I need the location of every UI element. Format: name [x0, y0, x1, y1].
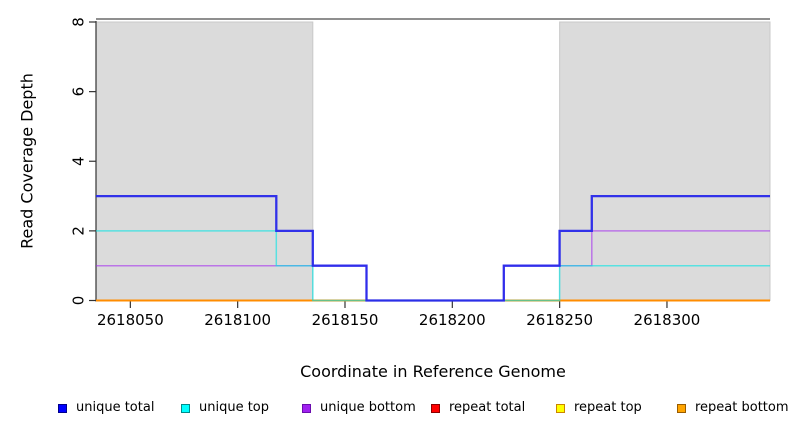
y-tick-label: 0 — [70, 296, 88, 306]
legend-label: repeat bottom — [695, 400, 789, 415]
legend-label: repeat top — [574, 400, 642, 415]
x-tick-label: 2618200 — [419, 311, 486, 329]
y-tick-label: 6 — [70, 87, 88, 97]
x-tick-label: 2618250 — [526, 311, 593, 329]
legend-item-repeat-bottom: repeat bottom — [677, 398, 789, 418]
shaded-region — [95, 21, 314, 301]
x-tick-label: 2618300 — [634, 311, 701, 329]
x-axis-label: Coordinate in Reference Genome — [300, 362, 566, 381]
chart-legend: unique total unique top unique bottom repea… — [0, 398, 792, 422]
legend-item-unique-total: unique total — [58, 398, 154, 418]
legend-item-unique-bottom: unique bottom — [302, 398, 416, 418]
legend-swatch-icon — [556, 403, 565, 413]
shaded-region — [559, 21, 771, 301]
x-tick-label: 2618150 — [312, 311, 379, 329]
legend-swatch-icon — [677, 403, 686, 413]
legend-swatch-icon — [58, 403, 67, 413]
legend-item-repeat-total: repeat total — [431, 398, 525, 418]
legend-label: unique bottom — [320, 400, 416, 415]
x-tick-label: 2618050 — [97, 311, 164, 329]
legend-item-repeat-top: repeat top — [556, 398, 642, 418]
legend-swatch-icon — [431, 403, 440, 413]
legend-label: repeat total — [449, 400, 526, 415]
legend-swatch-icon — [302, 403, 311, 413]
series-unique-top — [96, 230, 770, 302]
x-tick-label: 2618100 — [204, 311, 271, 329]
legend-label: unique total — [76, 400, 155, 415]
y-axis-label: Read Coverage Depth — [17, 73, 37, 249]
series-unique-total — [96, 194, 770, 302]
legend-item-unique-top: unique top — [181, 398, 269, 418]
y-tick-label: 2 — [70, 226, 88, 236]
legend-swatch-icon — [181, 403, 190, 413]
y-tick-label: 4 — [70, 156, 88, 166]
y-tick-label: 8 — [70, 17, 88, 27]
legend-label: unique top — [199, 400, 270, 415]
